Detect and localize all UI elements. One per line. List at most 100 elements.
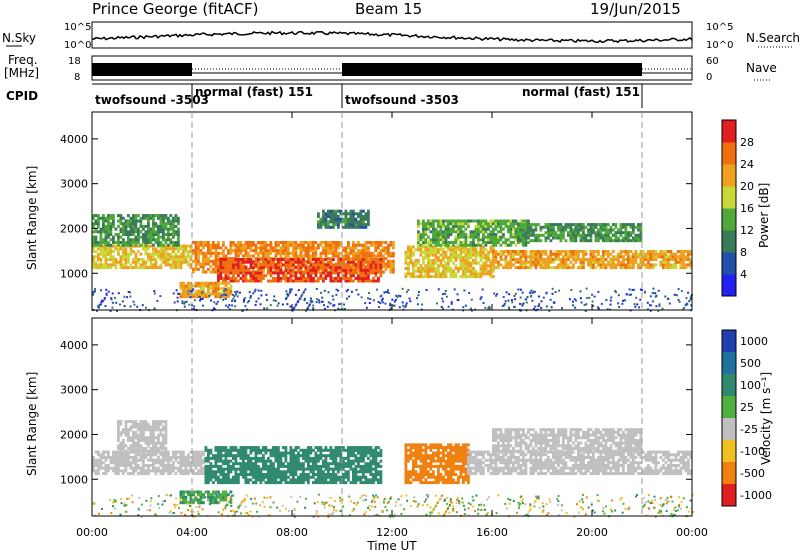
power-cells-cell [225,246,228,249]
power-cells-cell [622,250,625,253]
power-cells-cell [632,237,635,240]
vel-cells-cell [220,457,223,460]
power-cells-cell [490,272,493,275]
power-cells-cell [622,263,625,266]
vel-cells-cell [250,449,253,452]
power-cells-cell [152,247,155,250]
power-cells-cell [180,285,183,288]
power-cells-cell [592,226,595,229]
power-cells-scatter [572,301,574,303]
power-cells-cell [175,253,178,256]
power-cells-cell [567,263,570,266]
power-cells-cell [327,246,330,249]
vel-cells-cell [347,446,350,449]
power-cells-cell [517,239,520,242]
power-cells-cell [345,255,348,258]
vel-cells-cell [305,454,308,457]
power-cells-cell [522,237,525,240]
power-cells-cell [242,255,245,258]
power-cells-cell [140,217,143,220]
power-cells-cell [185,261,188,264]
power-cells-cell [290,274,293,277]
power-cells-cell [580,266,583,269]
power-cells-cell [250,258,253,261]
vel-cells-cell [317,465,320,468]
power-cells-scatter [678,299,680,301]
power-cells-cell [545,261,548,264]
vel-cells-cell [265,468,268,471]
vel-cells-cell [155,461,158,464]
power-cells-cell [120,217,123,220]
power-cells-cell [537,223,540,226]
power-cells-cell [95,266,98,269]
power-cells-cell [360,218,363,221]
vel-cells-cell [230,481,233,484]
power-cells-cell [215,265,218,268]
power-cells-cell [102,217,105,220]
power-cells-cell [230,257,233,260]
power-cells-cell [517,223,520,226]
power-cells-cell [132,233,135,236]
power-cells-cell [490,236,493,239]
power-cells-cell [580,250,583,253]
power-cells-cell [455,238,458,241]
power-cells-cell [572,239,575,242]
power-cells-cell [482,248,485,251]
power-cells-cell [482,233,485,236]
power-cells-cell [427,222,430,225]
power-cells-cell [480,225,483,228]
power-cells-cell [502,250,505,253]
power-cells-cell [495,238,498,241]
power-cells-cell [417,220,420,223]
power-cells-cell [595,255,598,258]
power-cells-cell [202,265,205,268]
vel-cells-cell [210,478,213,481]
power-cells-cell [170,245,173,248]
power-cells-cell [182,287,185,290]
power-cells-cell [312,277,315,280]
power-cells-cell [172,217,175,220]
power-cells-cell [510,230,513,233]
power-cells-cell [187,245,190,248]
power-cells-cell [172,233,175,236]
power-cells-cell [367,252,370,255]
power-cells-cell [300,272,303,275]
vel-cells-cell [295,462,298,465]
power-cells-cell [670,253,673,256]
power-cells-scatter [570,289,572,291]
power-cells-cell [185,293,188,296]
power-cells-cell [605,237,608,240]
power-cells-cell [197,252,200,255]
power-cells-cell [337,223,340,226]
power-cells-cell [312,252,315,255]
power-cells-cell [525,253,528,256]
power-cells-scatter [683,307,685,309]
power-cells-cell [295,255,298,258]
power-cells-cell [180,245,183,248]
power-cells-cell [310,272,313,275]
power-cells-cell [357,241,360,244]
power-cells-cell [445,254,448,257]
vel-cells-cell [237,468,240,471]
vel-cells-cell [162,472,165,475]
power-cells-cell [265,261,268,264]
power-cells-cell [202,244,205,247]
power-cells-scatter [373,299,375,301]
vel-cells-cell [177,469,180,472]
power-cells-cell [645,255,648,258]
power-cells-cell [452,262,455,265]
power-cells-cell [505,250,508,253]
power-cells-cell [512,220,515,223]
power-cells-cell [230,293,233,296]
power-cells-cell [152,263,155,266]
vel-cells-cell [142,467,145,470]
vel-cells-cell [120,461,123,464]
vel-cells-cell [272,478,275,481]
vel-cells-cell [157,469,160,472]
power-cells-cell [445,238,448,241]
power-cells-cell [682,261,685,264]
power-cells-cell [455,272,458,275]
power-cells-scatter [216,303,218,305]
power-cells-cell [457,228,460,231]
power-cells-cell [595,250,598,253]
